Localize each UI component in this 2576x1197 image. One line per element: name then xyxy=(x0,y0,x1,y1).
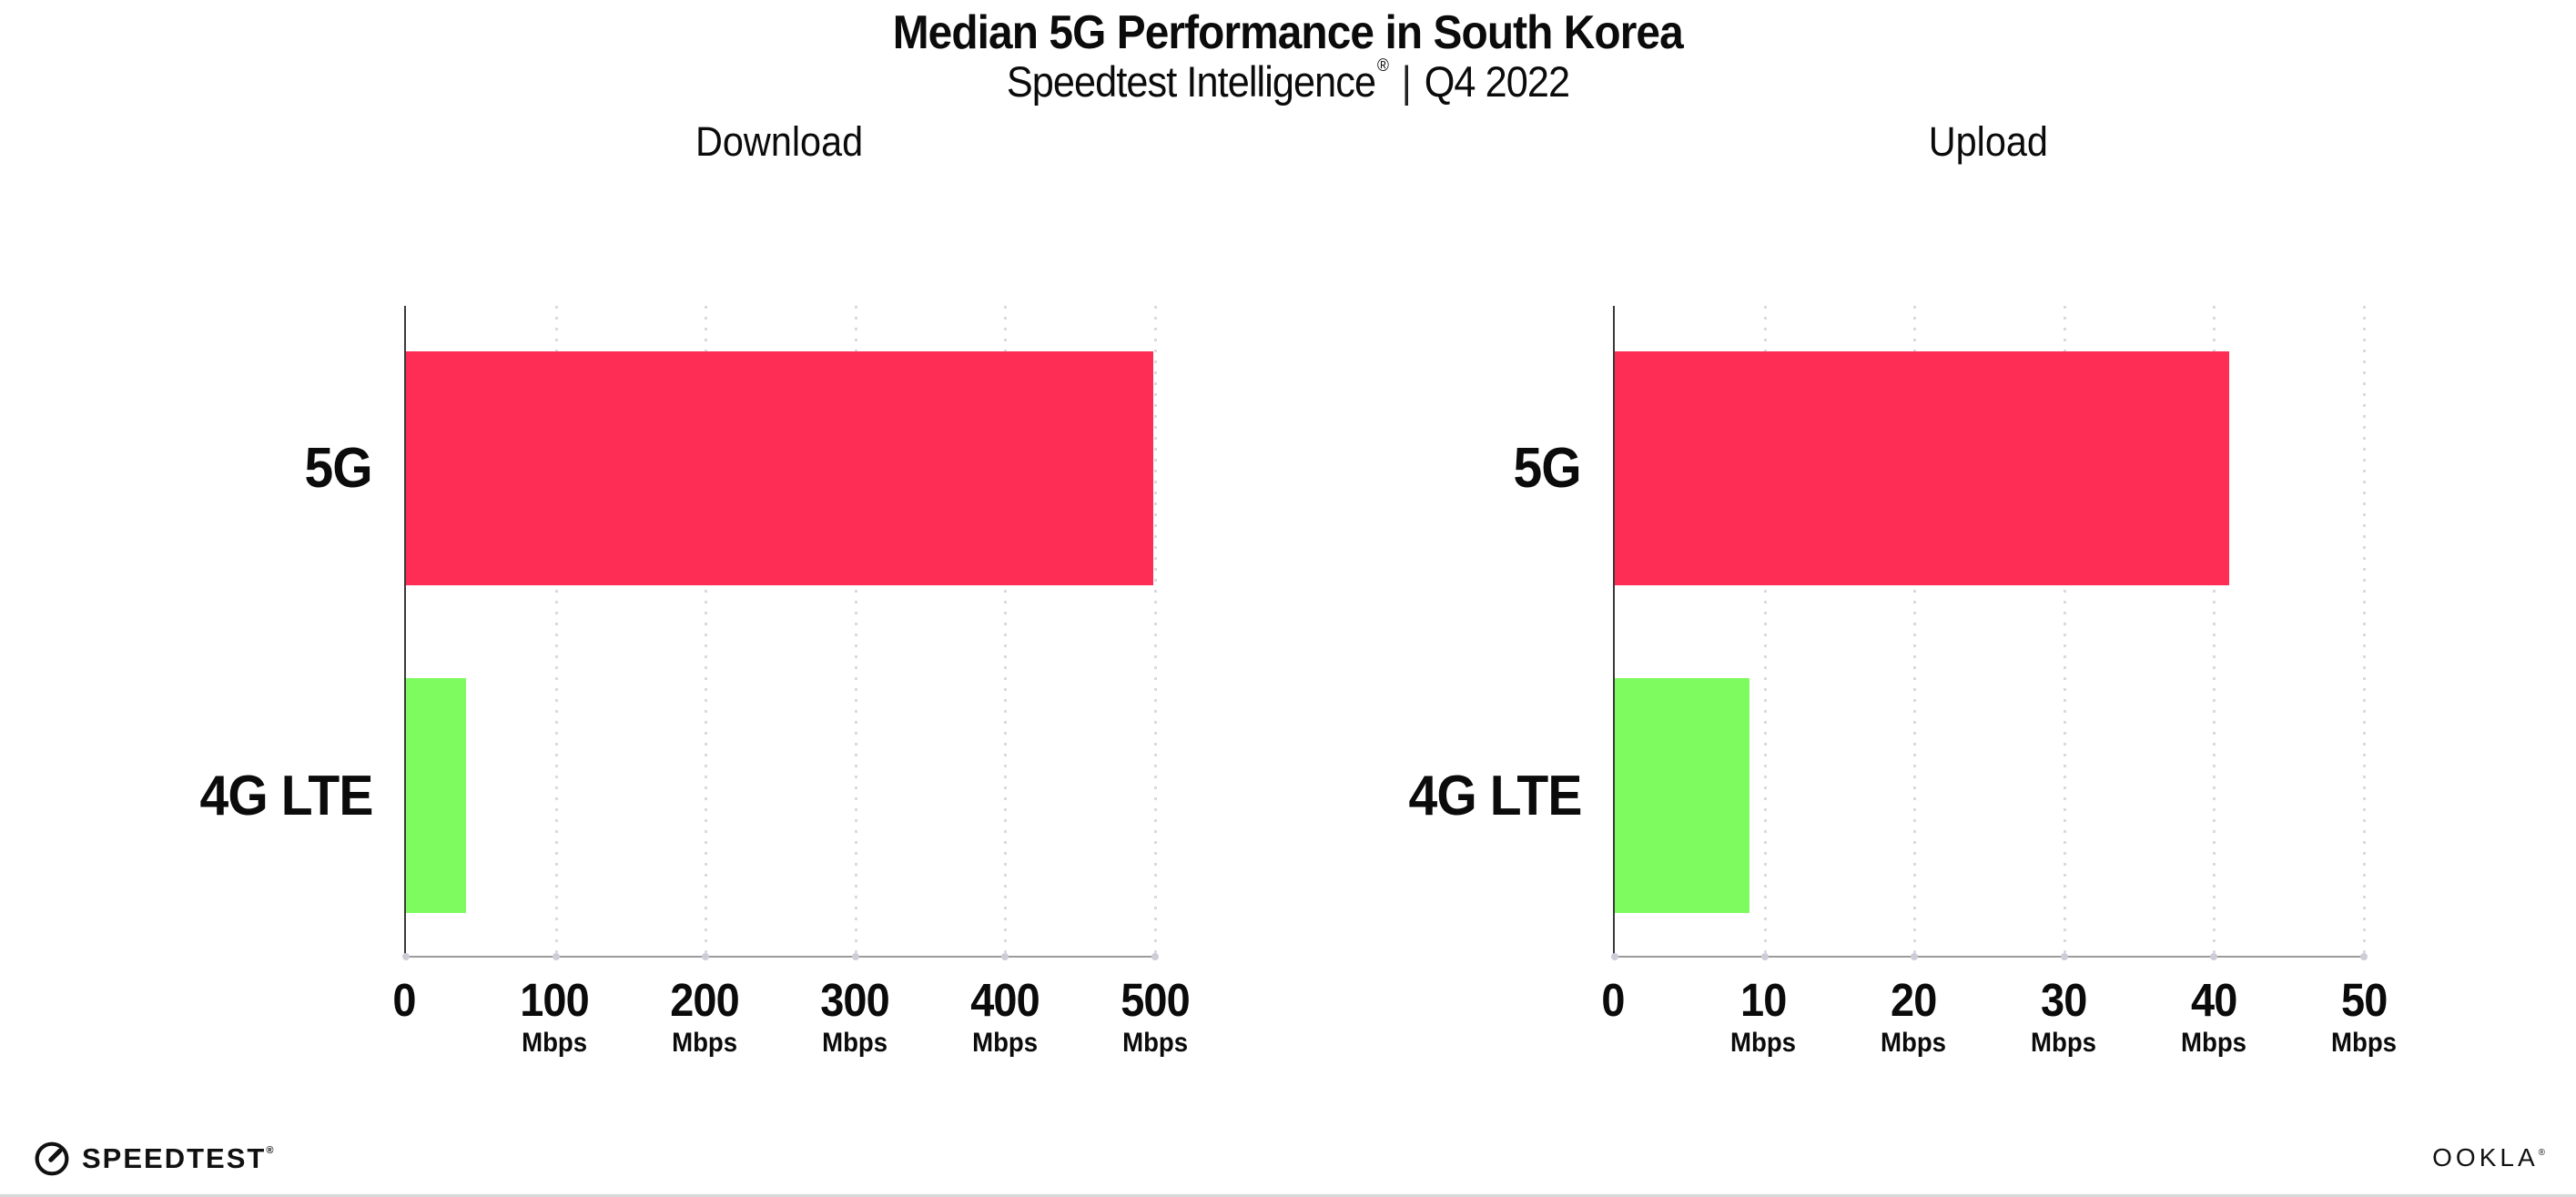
gridline xyxy=(554,306,558,956)
tick-value: 0 xyxy=(392,974,416,1026)
subtitle-inner: Speedtest Intelligence® | Q4 2022 xyxy=(1006,56,1570,107)
ookla-logo: OOKLA® xyxy=(2432,1143,2549,1172)
download-5g-bar xyxy=(406,351,1154,585)
upload-chart-title-text: Upload xyxy=(1928,118,2049,165)
axis-tick-dot xyxy=(1760,953,1769,960)
axis-tick-dot xyxy=(2360,953,2368,960)
speedtest-registered-mark-icon: ® xyxy=(266,1145,276,1156)
axis-tick-dot xyxy=(2210,953,2218,960)
gridline xyxy=(2363,306,2366,956)
x-tick: 300 Mbps xyxy=(817,976,892,1058)
axis-tick-dot xyxy=(702,953,710,960)
tick-unit: Mbps xyxy=(671,1027,738,1058)
gridline xyxy=(2213,306,2216,956)
subtitle-brand: Speedtest Intelligence xyxy=(1006,57,1376,106)
bottom-divider xyxy=(0,1194,2576,1197)
upload-plot-area xyxy=(1611,306,2368,960)
download-x-axis-ticks: 0 100 Mbps 200 Mbps 300 Mbps 400 Mbps 50… xyxy=(392,976,1190,1094)
axis-tick-dot xyxy=(1151,953,1159,960)
page-title-text: Median 5G Performance in South Korea xyxy=(892,6,1684,59)
download-4glte-bar xyxy=(406,678,466,913)
x-tick: 500 Mbps xyxy=(1118,976,1192,1058)
x-tick: 400 Mbps xyxy=(968,976,1042,1058)
gridline xyxy=(2063,306,2066,956)
speedtest-logo: SPEEDTEST® xyxy=(33,1140,275,1178)
download-chart-title: Download xyxy=(404,118,1155,166)
speedtest-wordmark-text: SPEEDTEST xyxy=(82,1142,267,1174)
tick-value: 40 xyxy=(2190,974,2237,1026)
tick-unit: Mbps xyxy=(1729,1027,1797,1058)
axis-tick-dot xyxy=(402,953,410,960)
upload-5g-label-text: 5G xyxy=(1513,437,1582,500)
upload-x-axis-ticks: 0 10 Mbps 20 Mbps 30 Mbps 40 Mbps 50 Mbp… xyxy=(1601,976,2397,1094)
x-tick: 50 Mbps xyxy=(2328,976,2399,1058)
axis-tick-dot xyxy=(851,953,859,960)
upload-chart-title: Upload xyxy=(1613,118,2364,166)
upload-4glte-bar xyxy=(1615,678,1750,913)
x-tick: 100 Mbps xyxy=(517,976,592,1058)
ookla-wordmark-text: OOKLA xyxy=(2432,1143,2539,1172)
tick-value: 20 xyxy=(1890,974,1937,1026)
x-tick: 10 Mbps xyxy=(1728,976,1799,1058)
axis-tick-dot xyxy=(1001,953,1009,960)
x-tick: 200 Mbps xyxy=(667,976,742,1058)
download-category-label-5g: 5G xyxy=(18,351,404,585)
tick-value: 400 xyxy=(970,974,1040,1026)
tick-unit: Mbps xyxy=(2180,1027,2247,1058)
axis-tick-dot xyxy=(1911,953,1919,960)
tick-value: 0 xyxy=(1601,974,1625,1026)
tick-unit: Mbps xyxy=(521,1027,588,1058)
registered-mark-icon: ® xyxy=(1376,56,1389,76)
tick-value: 300 xyxy=(820,974,889,1026)
tick-unit: Mbps xyxy=(2030,1027,2097,1058)
tick-value: 10 xyxy=(1739,974,1787,1026)
x-tick: 20 Mbps xyxy=(1878,976,1949,1058)
tick-value: 30 xyxy=(2040,974,2087,1026)
tick-value: 50 xyxy=(2340,974,2388,1026)
tick-unit: Mbps xyxy=(971,1027,1039,1058)
tick-value: 500 xyxy=(1121,974,1190,1026)
gridline xyxy=(1154,306,1157,956)
x-tick: 40 Mbps xyxy=(2178,976,2249,1058)
subtitle-period: Q4 2022 xyxy=(1424,57,1570,106)
download-4glte-label-text: 4G LTE xyxy=(199,764,373,827)
x-tick: 0 xyxy=(1600,976,1625,1058)
gridline xyxy=(705,306,708,956)
upload-category-label-5g: 5G xyxy=(1227,351,1613,585)
page-subtitle: Speedtest Intelligence® | Q4 2022 xyxy=(0,56,2576,107)
gridline xyxy=(854,306,857,956)
axis-tick-dot xyxy=(1611,953,1618,960)
x-tick: 30 Mbps xyxy=(2028,976,2099,1058)
axis-tick-dot xyxy=(2060,953,2068,960)
tick-unit: Mbps xyxy=(1880,1027,1947,1058)
download-5g-label-text: 5G xyxy=(304,437,373,500)
speedtest-wordmark: SPEEDTEST® xyxy=(82,1142,275,1175)
gridline xyxy=(1913,306,1917,956)
download-plot-area xyxy=(402,306,1159,960)
tick-unit: Mbps xyxy=(821,1027,888,1058)
tick-unit: Mbps xyxy=(2330,1027,2398,1058)
upload-category-label-4glte: 4G LTE xyxy=(1227,678,1613,913)
x-tick: 0 xyxy=(391,976,416,1058)
upload-4glte-label-text: 4G LTE xyxy=(1408,764,1582,827)
axis-tick-dot xyxy=(552,953,560,960)
ookla-wordmark: OOKLA® xyxy=(2432,1143,2549,1172)
gridline xyxy=(1004,306,1008,956)
subtitle-separator: | xyxy=(1401,57,1412,106)
tick-value: 100 xyxy=(520,974,589,1026)
gridline xyxy=(1763,306,1767,956)
page-title: Median 5G Performance in South Korea xyxy=(0,5,2576,60)
ookla-registered-mark-icon: ® xyxy=(2538,1148,2549,1158)
tick-value: 200 xyxy=(670,974,739,1026)
download-category-label-4glte: 4G LTE xyxy=(18,678,404,913)
upload-5g-bar xyxy=(1615,351,2229,585)
tick-unit: Mbps xyxy=(1121,1027,1189,1058)
download-chart-title-text: Download xyxy=(695,118,864,165)
speedtest-gauge-icon xyxy=(35,1141,69,1176)
